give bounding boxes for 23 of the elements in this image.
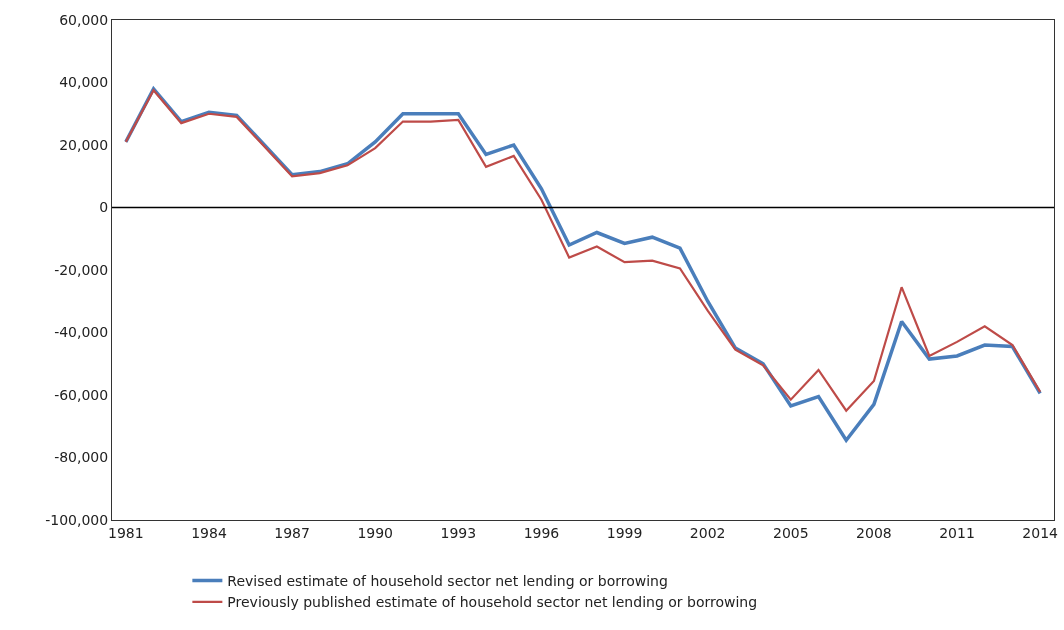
x-tick-label: 1981: [108, 524, 144, 541]
legend-label: Previously published estimate of household sector net lending or borrowing: [227, 594, 758, 611]
y-tick-label: 40,000: [59, 74, 109, 91]
y-tick-label: 20,000: [59, 136, 109, 153]
x-tick-label: 2002: [689, 524, 726, 541]
y-tick-label: 60,000: [59, 11, 109, 28]
x-tick-label: 2008: [856, 524, 892, 541]
y-tick-label: -20,000: [54, 261, 109, 278]
y-tick-label: -40,000: [54, 324, 109, 341]
y-tick-label: -100,000: [45, 511, 109, 528]
x-tick-label: 1990: [357, 524, 394, 541]
x-tick-label: 1987: [274, 524, 310, 541]
x-tick-label: 2014: [1022, 524, 1059, 541]
x-tick-label: 1999: [606, 524, 643, 541]
x-tick-label: 1996: [523, 524, 560, 541]
y-tick-label: 0: [99, 199, 109, 216]
y-tick-label: -60,000: [54, 386, 109, 403]
x-tick-label: 1984: [191, 524, 227, 541]
y-tick-label: -80,000: [54, 449, 109, 466]
legend-label: Revised estimate of household sector net lending or borrowing: [227, 573, 668, 590]
x-tick-label: 1993: [440, 524, 477, 541]
x-tick-label: 2005: [772, 524, 809, 541]
x-tick-label: 2011: [939, 524, 975, 541]
